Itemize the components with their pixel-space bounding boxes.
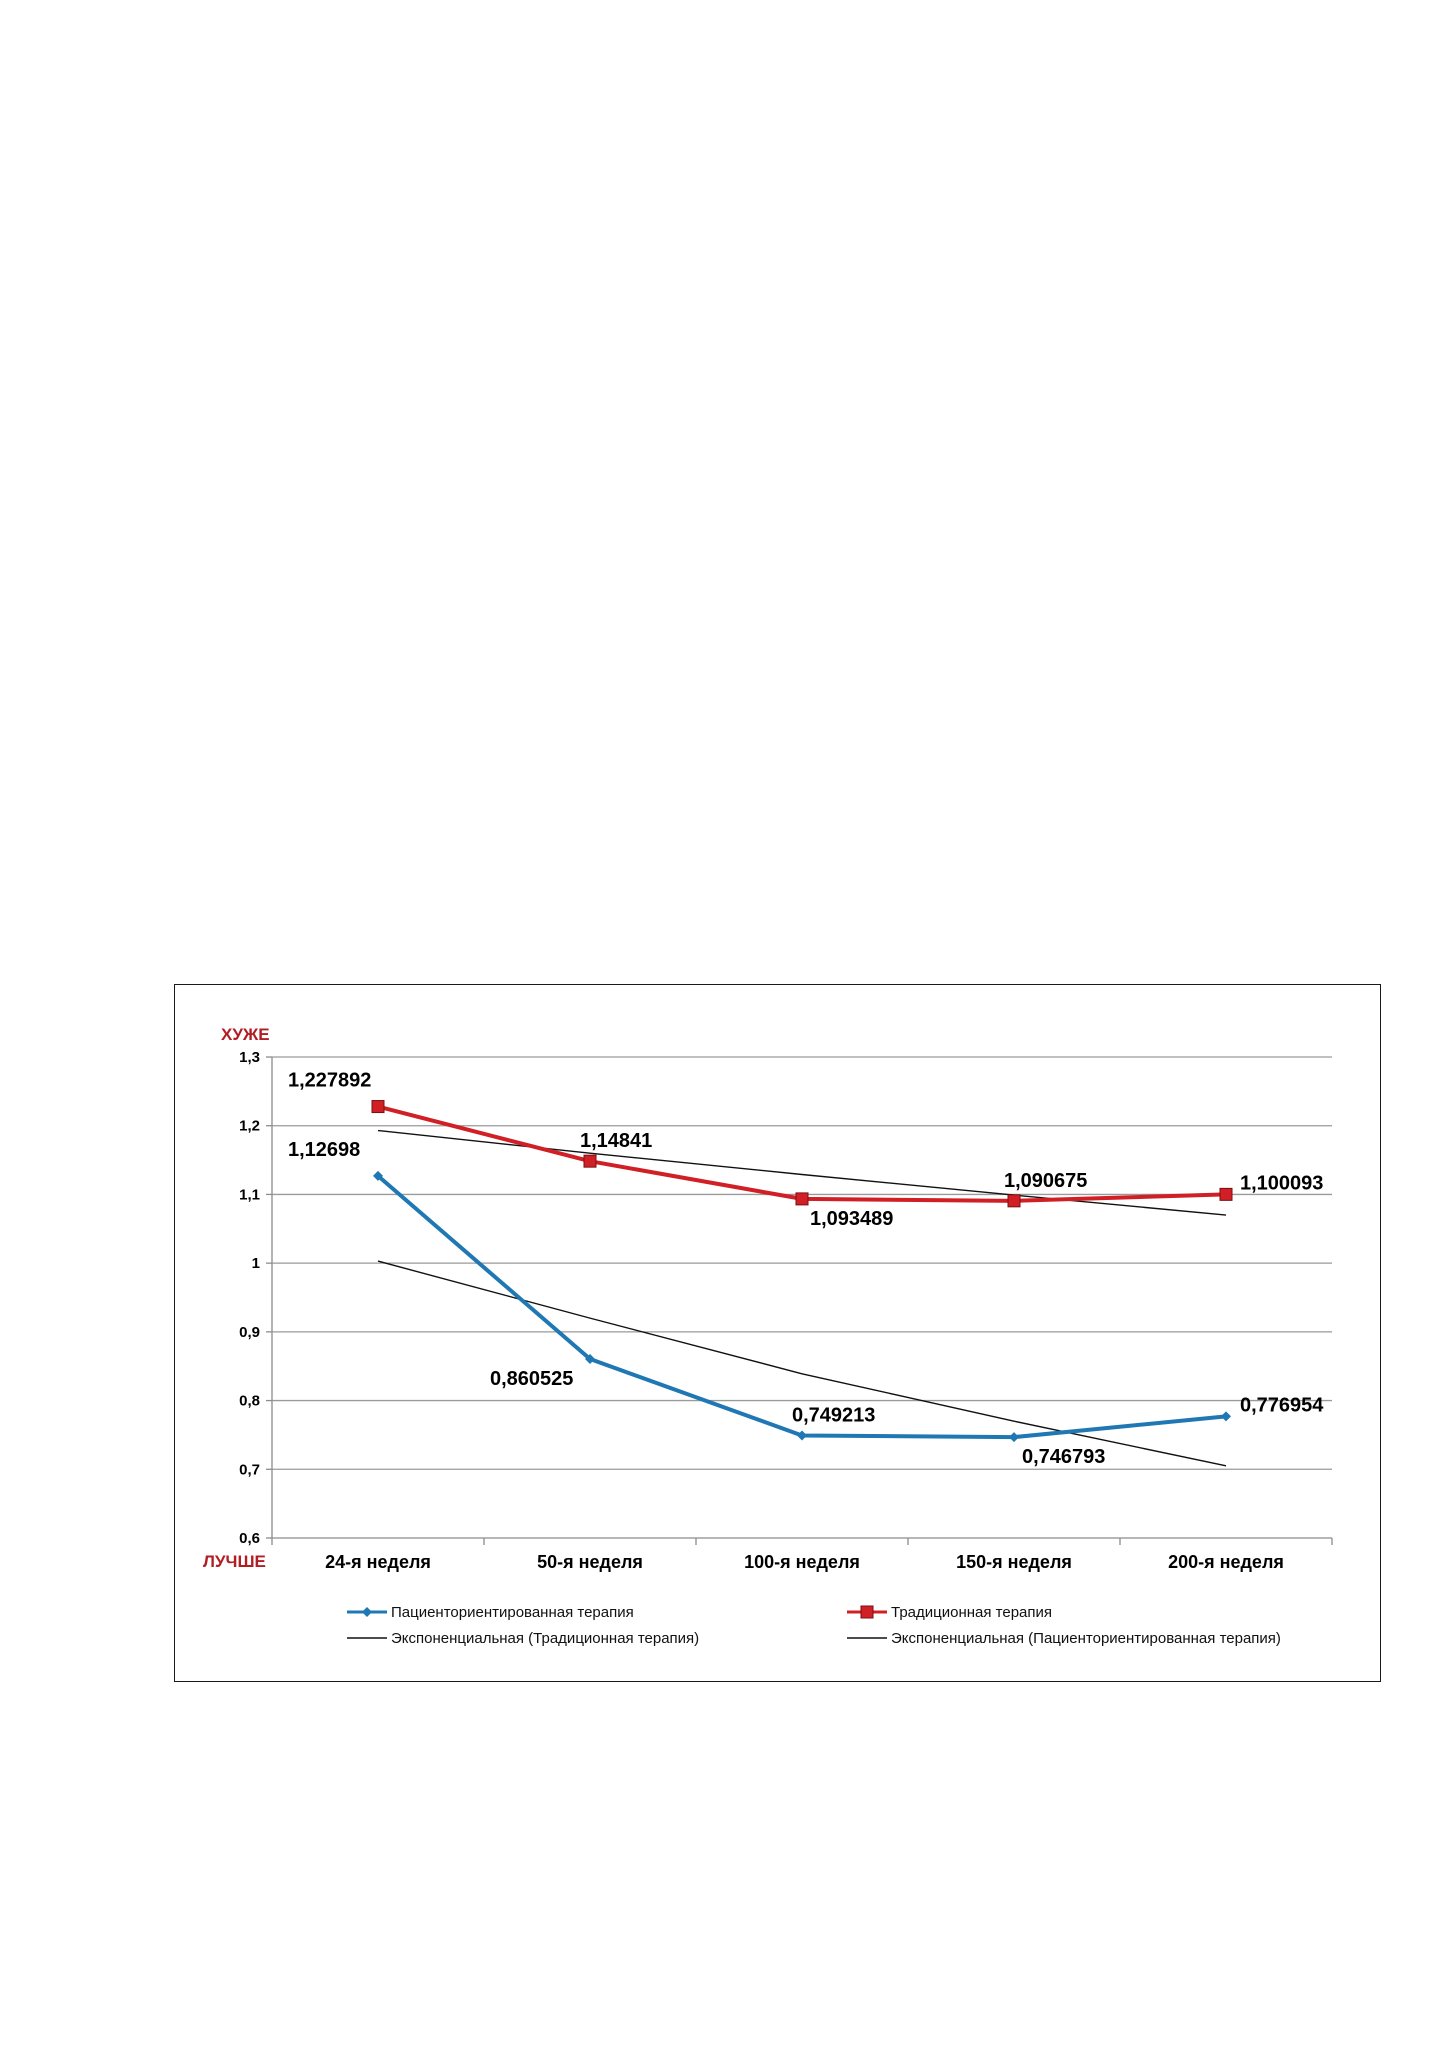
y-tick-label: 1 — [252, 1255, 260, 1272]
y-tick-label: 0,9 — [239, 1324, 260, 1341]
data-point-marker — [797, 1430, 807, 1441]
data-point-marker — [1009, 1432, 1019, 1443]
data-label: 0,860525 — [490, 1368, 573, 1390]
data-labels: 1,12698 0,860525 0,749213 0,746793 0,776954 1… — [288, 1070, 1324, 1469]
chart-frame: ХУЖЕ ЛУЧШЕ 0,6 0,7 0,8 0,9 1 1,1 1,2 1,3 24-я н… — [174, 984, 1381, 1682]
data-label: 1,14841 — [580, 1130, 652, 1152]
legend-label: Пациенториентированная терапия — [391, 1604, 634, 1621]
legend-item: Экспоненциальная (Традиционная терапия) — [347, 1630, 699, 1647]
legend-marker — [860, 1605, 874, 1619]
legend-item: Традиционная терапия — [847, 1604, 1052, 1621]
series-line — [377, 1104, 1227, 1203]
data-label: 0,749213 — [792, 1404, 875, 1426]
data-point-marker — [1221, 1411, 1231, 1422]
y-tick-label: 1,2 — [239, 1118, 260, 1135]
x-category-label: 100-я неделя — [744, 1552, 860, 1572]
data-label: 1,093489 — [810, 1208, 893, 1230]
legend-label: Экспоненциальная (Традиционная терапия) — [391, 1630, 699, 1647]
y-tick-label: 1,3 — [239, 1049, 260, 1066]
legend-item: Пациенториентированная терапия — [347, 1604, 634, 1621]
data-series — [371, 1100, 1233, 1443]
data-label: 1,090675 — [1004, 1170, 1087, 1192]
y-tick-label: 1,1 — [239, 1186, 260, 1203]
line-chart: ХУЖЕ ЛУЧШЕ 0,6 0,7 0,8 0,9 1 1,1 1,2 1,3 24-я н… — [203, 1025, 1333, 1647]
data-point-marker — [1219, 1187, 1233, 1201]
series-line — [376, 1174, 1227, 1440]
data-label: 1,12698 — [288, 1139, 360, 1161]
y-tick-label: 0,7 — [239, 1461, 260, 1478]
data-label: 1,227892 — [288, 1070, 371, 1092]
data-point-marker — [583, 1154, 597, 1168]
y-tick-label: 0,8 — [239, 1393, 260, 1410]
y-tick-label: 0,6 — [239, 1530, 260, 1547]
legend-label: Традиционная терапия — [891, 1604, 1052, 1621]
data-label: 0,776954 — [1240, 1394, 1324, 1416]
data-label: 0,746793 — [1022, 1446, 1105, 1468]
x-category-label: 24-я неделя — [325, 1552, 431, 1572]
y-axis-better-label: ЛУЧШЕ — [203, 1552, 266, 1571]
y-axis-ticks: 0,6 0,7 0,8 0,9 1 1,1 1,2 1,3 — [239, 1049, 260, 1547]
trendline — [377, 1129, 1227, 1216]
x-category-label: 50-я неделя — [537, 1552, 643, 1572]
legend-label: Экспоненциальная (Пациенториентированная… — [891, 1630, 1281, 1647]
data-point-marker — [373, 1170, 383, 1181]
data-point-marker — [795, 1192, 809, 1206]
x-axis-categories: 24-я неделя 50-я неделя 100-я неделя 150-я … — [325, 1552, 1284, 1572]
x-category-label: 150-я неделя — [956, 1552, 1072, 1572]
x-category-label: 200-я неделя — [1168, 1552, 1284, 1572]
gridlines — [266, 1056, 1333, 1545]
y-axis-worse-label: ХУЖЕ — [221, 1025, 270, 1044]
data-point-marker — [585, 1353, 595, 1364]
legend-marker — [362, 1607, 372, 1617]
legend-item: Экспоненциальная (Пациенториентированная… — [847, 1630, 1281, 1647]
legend: Пациенториентированная терапия Традиционн… — [347, 1604, 1281, 1647]
data-label: 1,100093 — [1240, 1172, 1323, 1194]
data-point-marker — [371, 1100, 385, 1114]
data-point-marker — [1007, 1194, 1021, 1208]
